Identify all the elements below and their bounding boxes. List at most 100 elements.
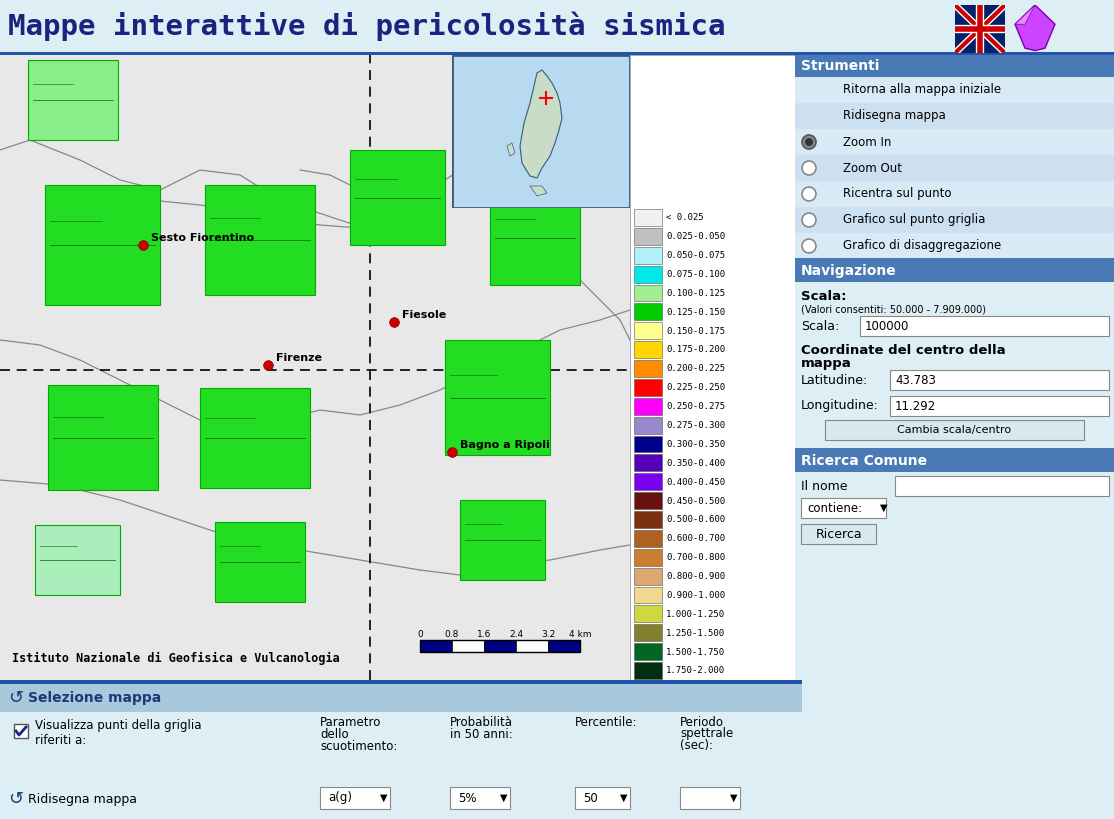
Text: ▼: ▼ [620,793,627,803]
Bar [795,77,1114,103]
Bar [0,684,802,712]
Text: 0.025-0.050: 0.025-0.050 [666,233,725,242]
Text: 0.900-1.000: 0.900-1.000 [666,591,725,600]
Text: Zoom In: Zoom In [843,135,891,148]
Bar [634,549,662,566]
Bar [320,787,390,809]
Text: 0.050-0.075: 0.050-0.075 [666,251,725,260]
Text: 0.125-0.150: 0.125-0.150 [666,308,725,317]
Text: 0.600-0.700: 0.600-0.700 [666,534,725,543]
Bar [795,207,1114,233]
Bar [795,129,1114,155]
Text: 0.100-0.125: 0.100-0.125 [666,289,725,298]
Bar [420,640,452,652]
Text: Cambia scala/centro: Cambia scala/centro [897,425,1012,435]
Text: 0.200-0.225: 0.200-0.225 [666,364,725,373]
Circle shape [802,239,815,253]
Bar [634,342,662,358]
Bar [801,524,876,544]
Text: 1.6: 1.6 [477,630,491,639]
Bar [450,787,510,809]
Text: Zoom Out: Zoom Out [843,161,902,174]
Text: a(g): a(g) [328,791,352,804]
Text: ↺: ↺ [8,689,23,707]
Bar [575,787,631,809]
Text: 100000: 100000 [864,319,909,333]
Text: 0.800-0.900: 0.800-0.900 [666,572,725,581]
Text: Ridisegna mappa: Ridisegna mappa [28,793,137,806]
Bar [890,396,1110,416]
Text: 0.225-0.250: 0.225-0.250 [666,383,725,392]
Bar [634,530,662,547]
Text: 3.2: 3.2 [541,630,555,639]
Text: Ricerca Comune: Ricerca Comune [801,454,927,468]
Text: 0.150-0.175: 0.150-0.175 [666,327,725,336]
Bar [634,511,662,528]
Polygon shape [520,70,561,178]
Bar [825,420,1084,440]
Bar [634,247,662,264]
Bar [452,640,483,652]
Text: 1.750-2.000: 1.750-2.000 [666,667,725,676]
Bar [634,284,662,301]
Text: Visualizza punti della griglia: Visualizza punti della griglia [35,720,202,732]
Text: Bagno a Ripoli: Bagno a Ripoli [460,440,549,450]
Text: 0.275-0.300: 0.275-0.300 [666,421,725,430]
Bar [634,624,662,641]
Text: Scala:: Scala: [801,319,839,333]
Bar [795,155,1114,181]
Text: 11.292: 11.292 [895,400,936,413]
Text: Grafico sul punto griglia: Grafico sul punto griglia [843,214,986,227]
Text: 0.300-0.350: 0.300-0.350 [666,440,725,449]
Bar [0,52,1114,55]
Text: mappa: mappa [801,358,852,370]
Bar [205,185,315,295]
Polygon shape [507,143,515,156]
Circle shape [805,138,813,146]
Polygon shape [1015,5,1035,25]
Text: < 0.025: < 0.025 [666,213,704,222]
Bar [490,190,580,285]
Bar [795,55,1114,77]
Bar [548,640,580,652]
Bar [795,260,1114,282]
Circle shape [802,187,815,201]
Bar [634,455,662,471]
Text: Parametro: Parametro [320,716,381,728]
Bar [634,228,662,245]
Bar [516,640,548,652]
Bar [795,448,1114,450]
Bar [801,498,886,518]
Text: contiene:: contiene: [807,501,862,514]
Text: Probabilità: Probabilità [450,716,514,728]
Text: 0.450-0.500: 0.450-0.500 [666,496,725,505]
Bar [634,605,662,622]
Text: Fiesole: Fiesole [402,310,447,320]
Bar [795,233,1114,259]
Text: (sec):: (sec): [680,740,713,753]
Bar [634,209,662,226]
Bar [444,340,550,455]
Text: 0.075-0.100: 0.075-0.100 [666,270,725,279]
Text: Latitudine:: Latitudine: [801,373,868,387]
Text: Coordinate del centro della: Coordinate del centro della [801,343,1006,356]
Text: 43.783: 43.783 [895,373,936,387]
Text: 1.250-1.500: 1.250-1.500 [666,629,725,638]
Text: Longitudine:: Longitudine: [801,400,879,413]
Text: in 50 anni:: in 50 anni: [450,727,512,740]
Text: 50: 50 [583,791,598,804]
Bar [634,643,662,660]
Bar [680,787,740,809]
Text: 1.000-1.250: 1.000-1.250 [666,610,725,619]
Text: ▼: ▼ [380,793,388,803]
Text: spettrale: spettrale [680,727,733,740]
Text: Strumenti: Strumenti [801,59,879,73]
Bar [215,522,305,602]
Text: 0.500-0.600: 0.500-0.600 [666,515,725,524]
Text: Selezione mappa: Selezione mappa [28,691,162,705]
Text: 0.350-0.400: 0.350-0.400 [666,459,725,468]
Bar [634,303,662,320]
Bar [895,476,1110,496]
Bar [634,662,662,679]
Bar [350,150,444,245]
